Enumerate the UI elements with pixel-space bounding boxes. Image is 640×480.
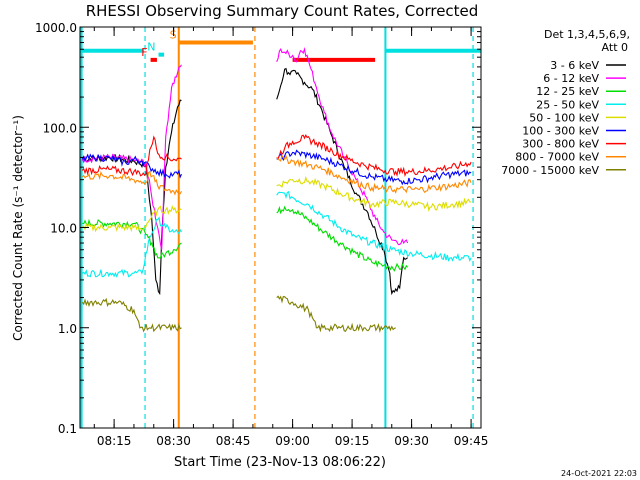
y-axis: 0.1 1.0 10.0 100.0 1000.0	[35, 21, 481, 436]
legend-header-line2: Att 0	[602, 41, 628, 54]
series-line-2	[82, 205, 409, 272]
legend-label-7: 800 - 7000 keV	[515, 151, 599, 164]
y-axis-label: Corrected Count Rate (s⁻¹ detector⁻¹)	[11, 115, 25, 341]
series-line-5	[81, 149, 472, 186]
legend-label-4: 50 - 100 keV	[529, 111, 599, 124]
series-line-4	[81, 175, 472, 233]
series-line-8	[81, 295, 396, 333]
timestamp: 24-Oct-2021 22:03	[561, 469, 637, 478]
series-line-6	[81, 134, 472, 178]
x-tick-label-1: 08:30	[156, 434, 191, 448]
state-bar-label-2: N	[147, 41, 155, 54]
legend-label-5: 100 - 300 keV	[522, 125, 599, 138]
y-tick-label-3: 100.0	[43, 121, 77, 135]
chart-title: RHESSI Observing Summary Count Rates, Co…	[86, 2, 479, 20]
legend-label-0: 3 - 6 keV	[550, 59, 599, 72]
state-bar-label-1: F	[141, 46, 147, 59]
x-tick-label-3: 09:00	[275, 434, 310, 448]
x-tick-label-4: 09:15	[335, 434, 370, 448]
legend-header-line1: Det 1,3,4,5,6,9,	[544, 28, 630, 41]
y-tick-label-2: 10.0	[50, 222, 77, 236]
x-tick-label-2: 08:45	[216, 434, 251, 448]
legend-label-2: 12 - 25 keV	[536, 85, 599, 98]
legend-label-3: 25 - 50 keV	[536, 98, 599, 111]
x-tick-label-0: 08:15	[97, 434, 132, 448]
series-line-3	[82, 190, 472, 279]
x-tick-label-6: 09:45	[454, 434, 489, 448]
x-axis: 08:15 08:30 08:45 09:00 09:15 09:30 09:45	[93, 27, 489, 448]
y-tick-label-4: 1000.0	[35, 21, 77, 35]
legend-label-1: 6 - 12 keV	[543, 72, 599, 85]
series-lines	[81, 47, 472, 333]
legend-label-8: 7000 - 15000 keV	[501, 164, 599, 177]
x-tick-label-5: 09:30	[394, 434, 429, 448]
state-bars: F N S	[80, 29, 481, 62]
y-tick-label-1: 1.0	[58, 322, 77, 336]
legend-label-6: 300 - 800 keV	[522, 138, 599, 151]
x-axis-label: Start Time (23-Nov-13 08:06:22)	[174, 455, 386, 470]
state-bar-label-3: S	[170, 29, 177, 42]
y-tick-label-0: 0.1	[58, 422, 77, 436]
series-line-7	[82, 154, 472, 196]
